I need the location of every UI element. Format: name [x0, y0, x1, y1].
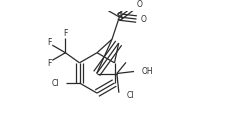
- Text: F: F: [47, 38, 52, 47]
- Text: F: F: [63, 29, 68, 38]
- Text: S: S: [116, 12, 122, 22]
- Text: O: O: [141, 15, 147, 24]
- Text: OH: OH: [141, 67, 153, 76]
- Text: F: F: [47, 59, 52, 68]
- Text: O: O: [136, 0, 142, 9]
- Text: Cl: Cl: [52, 78, 60, 87]
- Text: Cl: Cl: [126, 91, 134, 100]
